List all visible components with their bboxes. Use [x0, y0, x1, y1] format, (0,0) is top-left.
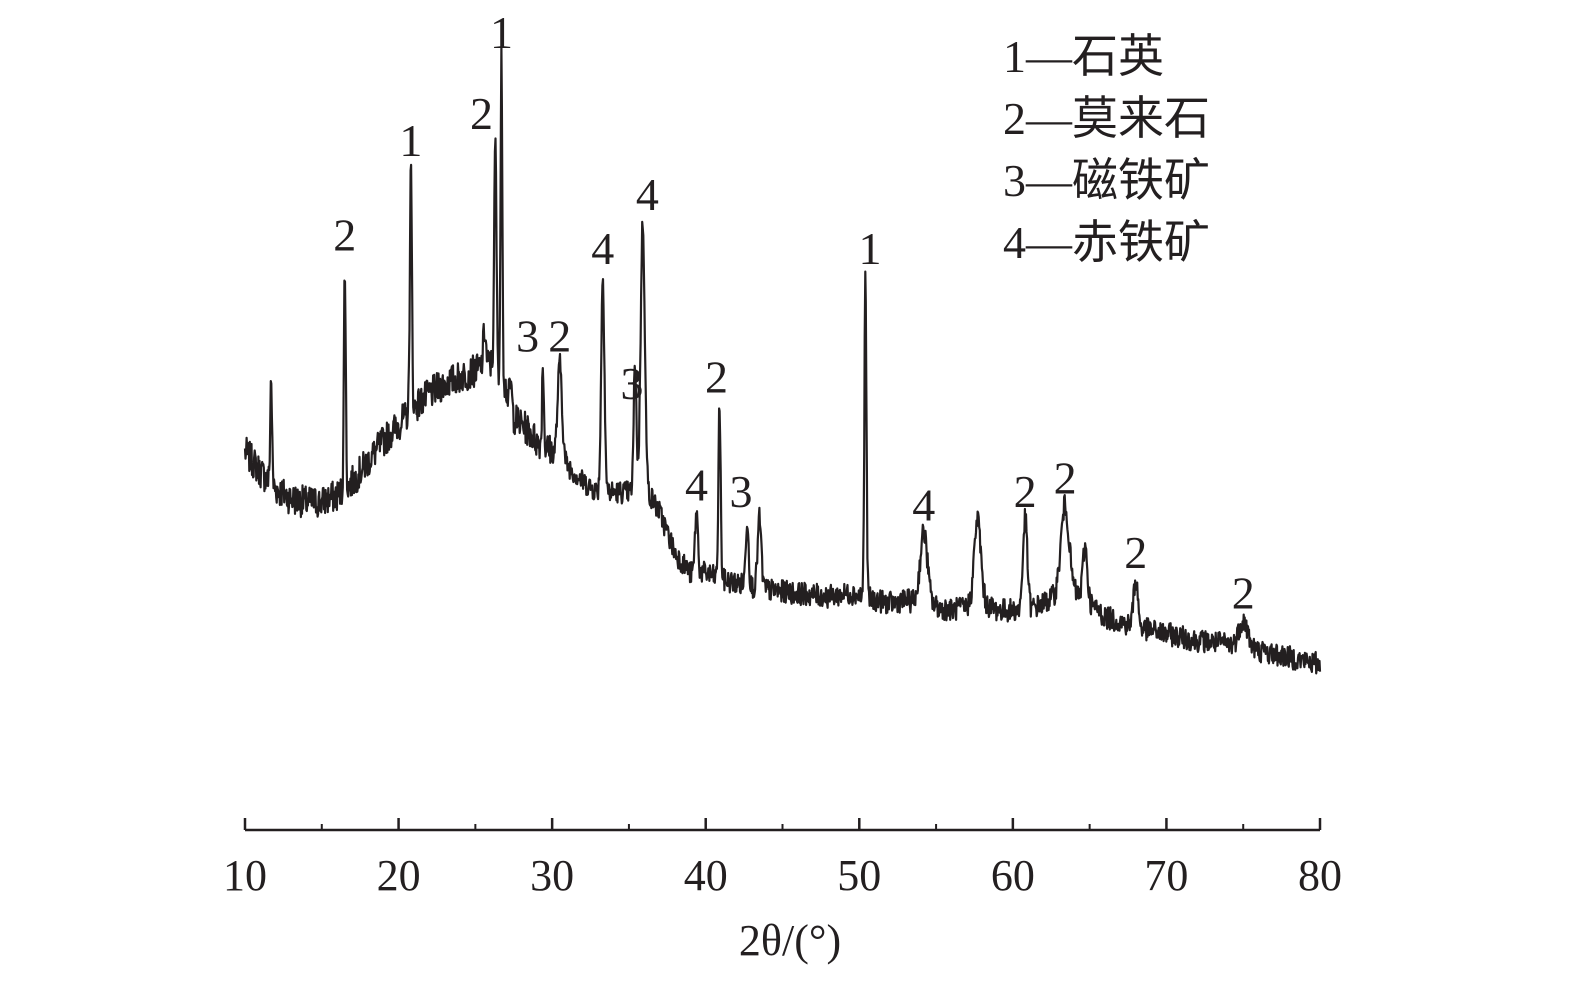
peak-label: 1 [399, 115, 422, 166]
peak-label: 3 [621, 358, 644, 409]
x-tick-label: 40 [684, 851, 728, 900]
legend: 1—石英 2—莫来石 3—磁铁矿 4—赤铁矿 [1003, 31, 1210, 268]
x-axis-label: 2θ/(°) [739, 916, 841, 965]
x-tick-label: 50 [837, 851, 881, 900]
peak-label: 4 [636, 169, 659, 220]
peak-label: 3 [730, 466, 753, 517]
peak-label: 3 [516, 311, 539, 362]
x-tick-label: 30 [530, 851, 574, 900]
peak-label: 2 [548, 311, 571, 362]
x-tick-label: 70 [1144, 851, 1188, 900]
peak-label: 1 [859, 223, 882, 274]
x-tick-label: 10 [223, 851, 267, 900]
x-tick-label: 20 [377, 851, 421, 900]
xrd-pattern-line [243, 45, 1322, 675]
peak-label: 2 [1124, 527, 1147, 578]
legend-entry: 3—磁铁矿 [1003, 155, 1210, 206]
x-tick-label: 80 [1298, 851, 1342, 900]
x-axis: 10 20 30 40 50 60 70 80 [223, 818, 1342, 900]
peak-label: 2 [705, 351, 728, 402]
legend-entry: 1—石英 [1003, 31, 1164, 82]
peak-label: 2 [1054, 453, 1077, 504]
peak-label: 2 [1014, 466, 1037, 517]
peak-label: 2 [470, 88, 493, 139]
peak-label: 4 [685, 459, 708, 510]
legend-entry: 2—莫来石 [1003, 93, 1210, 144]
peak-label: 1 [490, 7, 513, 58]
legend-entry: 4—赤铁矿 [1003, 217, 1210, 268]
peak-label: 2 [1232, 567, 1255, 618]
peak-label: 4 [591, 223, 614, 274]
peak-label: 4 [912, 480, 935, 531]
x-tick-label: 60 [991, 851, 1035, 900]
peak-label: 2 [333, 210, 356, 261]
